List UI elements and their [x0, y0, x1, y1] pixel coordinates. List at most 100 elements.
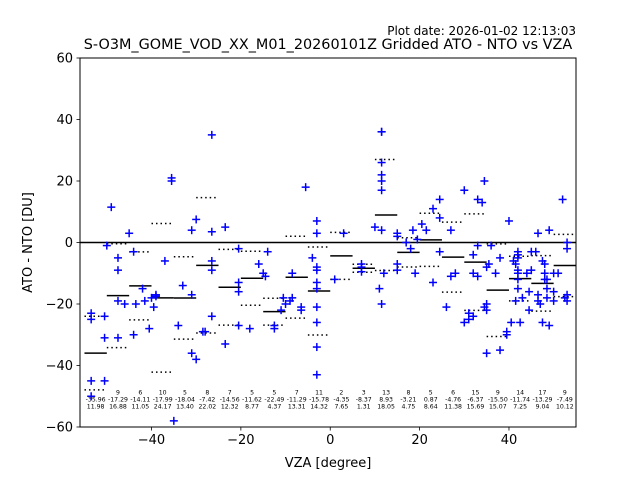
- data-point: [207, 227, 216, 236]
- data-point: [113, 296, 122, 305]
- y-axis-label: ATO - NTO [DU]: [21, 192, 36, 293]
- bin-count-label: 5: [272, 390, 276, 397]
- bin-std-label: 24.17: [154, 404, 172, 411]
- data-point: [100, 333, 109, 342]
- data-point: [542, 293, 551, 302]
- data-point: [525, 287, 534, 296]
- data-point: [496, 253, 505, 262]
- data-point: [254, 260, 263, 269]
- bin-std-label: 9.04: [536, 404, 550, 411]
- data-point: [174, 321, 183, 330]
- bin-count-label: 6: [451, 390, 455, 397]
- data-point: [554, 269, 563, 278]
- data-point: [393, 260, 402, 269]
- data-point: [87, 309, 96, 318]
- data-point: [270, 324, 279, 333]
- bin-std-label: 11.98: [87, 404, 105, 411]
- data-point: [87, 392, 96, 401]
- bin-count-label: 5: [250, 390, 254, 397]
- data-point: [478, 198, 487, 207]
- data-point: [147, 293, 156, 302]
- bin-std-label: 4.75: [402, 404, 416, 411]
- bin-std-label: 11.38: [444, 404, 462, 411]
- data-point: [545, 321, 554, 330]
- data-point: [330, 275, 339, 284]
- bin-count-label: 7: [295, 390, 299, 397]
- x-tick-label: 0: [326, 433, 334, 448]
- data-point: [187, 349, 196, 358]
- data-point: [234, 244, 243, 253]
- data-point: [417, 220, 426, 229]
- data-point: [511, 260, 520, 269]
- data-point: [192, 215, 201, 224]
- data-point: [207, 266, 216, 275]
- data-point: [207, 256, 216, 265]
- data-point: [151, 292, 160, 301]
- data-point: [542, 275, 551, 284]
- bin-count-label: 7: [228, 390, 232, 397]
- bin-mean-label: -22.49: [264, 397, 284, 404]
- data-point: [169, 416, 178, 425]
- data-point: [107, 203, 116, 212]
- data-point: [563, 238, 572, 247]
- data-point: [502, 327, 511, 336]
- data-point: [279, 293, 288, 302]
- data-point: [469, 250, 478, 259]
- data-point: [370, 223, 379, 232]
- y-tick-label: −20: [46, 298, 73, 313]
- bin-mean-label: -7.42: [199, 397, 215, 404]
- bin-std-label: 15.07: [489, 404, 507, 411]
- data-point: [393, 229, 402, 238]
- data-point: [511, 296, 520, 305]
- data-point: [473, 272, 482, 281]
- data-point: [469, 269, 478, 278]
- data-point: [125, 229, 134, 238]
- bin-std-label: 14.32: [310, 404, 328, 411]
- data-point: [451, 269, 460, 278]
- data-point: [435, 247, 444, 256]
- data-point: [178, 281, 187, 290]
- data-point: [507, 318, 516, 327]
- data-point: [429, 204, 438, 213]
- data-point: [536, 300, 545, 308]
- bin-count-label: 8: [205, 390, 209, 397]
- data-point: [377, 300, 386, 308]
- bin-count-label: 9: [496, 390, 500, 397]
- data-point: [129, 330, 138, 339]
- bin-count-label: 15: [472, 390, 480, 397]
- bin-std-label: 18.05: [377, 404, 395, 411]
- data-point: [473, 241, 482, 250]
- data-point: [201, 327, 210, 336]
- bin-std-label: 4.37: [267, 404, 281, 411]
- x-tick-label: 20: [411, 433, 428, 448]
- bin-mean-label: -4.76: [445, 397, 461, 404]
- data-point: [149, 303, 158, 312]
- bin-std-label: 11.05: [131, 404, 149, 411]
- data-point: [357, 267, 366, 276]
- data-point: [221, 223, 230, 232]
- data-point: [406, 244, 415, 253]
- data-point: [288, 269, 297, 278]
- bin-mean-label: -3.21: [400, 397, 416, 404]
- data-point: [263, 247, 272, 256]
- data-point: [312, 318, 321, 327]
- data-point: [540, 269, 549, 278]
- data-point: [301, 183, 310, 192]
- data-point: [375, 284, 384, 293]
- data-point: [408, 226, 417, 235]
- bin-mean-label: 0.87: [424, 397, 438, 404]
- data-point: [100, 376, 109, 385]
- data-point: [522, 269, 531, 278]
- data-point: [527, 266, 536, 275]
- data-point: [429, 278, 438, 287]
- bin-std-label: 15.69: [467, 404, 485, 411]
- data-point: [460, 318, 469, 327]
- data-point: [377, 127, 386, 136]
- bin-count-label: 9: [563, 390, 567, 397]
- data-point: [281, 300, 290, 308]
- data-point: [339, 229, 348, 238]
- x-axis-label: VZA [degree]: [285, 456, 372, 471]
- data-point: [549, 287, 558, 296]
- data-point: [234, 278, 243, 287]
- data-point: [113, 266, 122, 275]
